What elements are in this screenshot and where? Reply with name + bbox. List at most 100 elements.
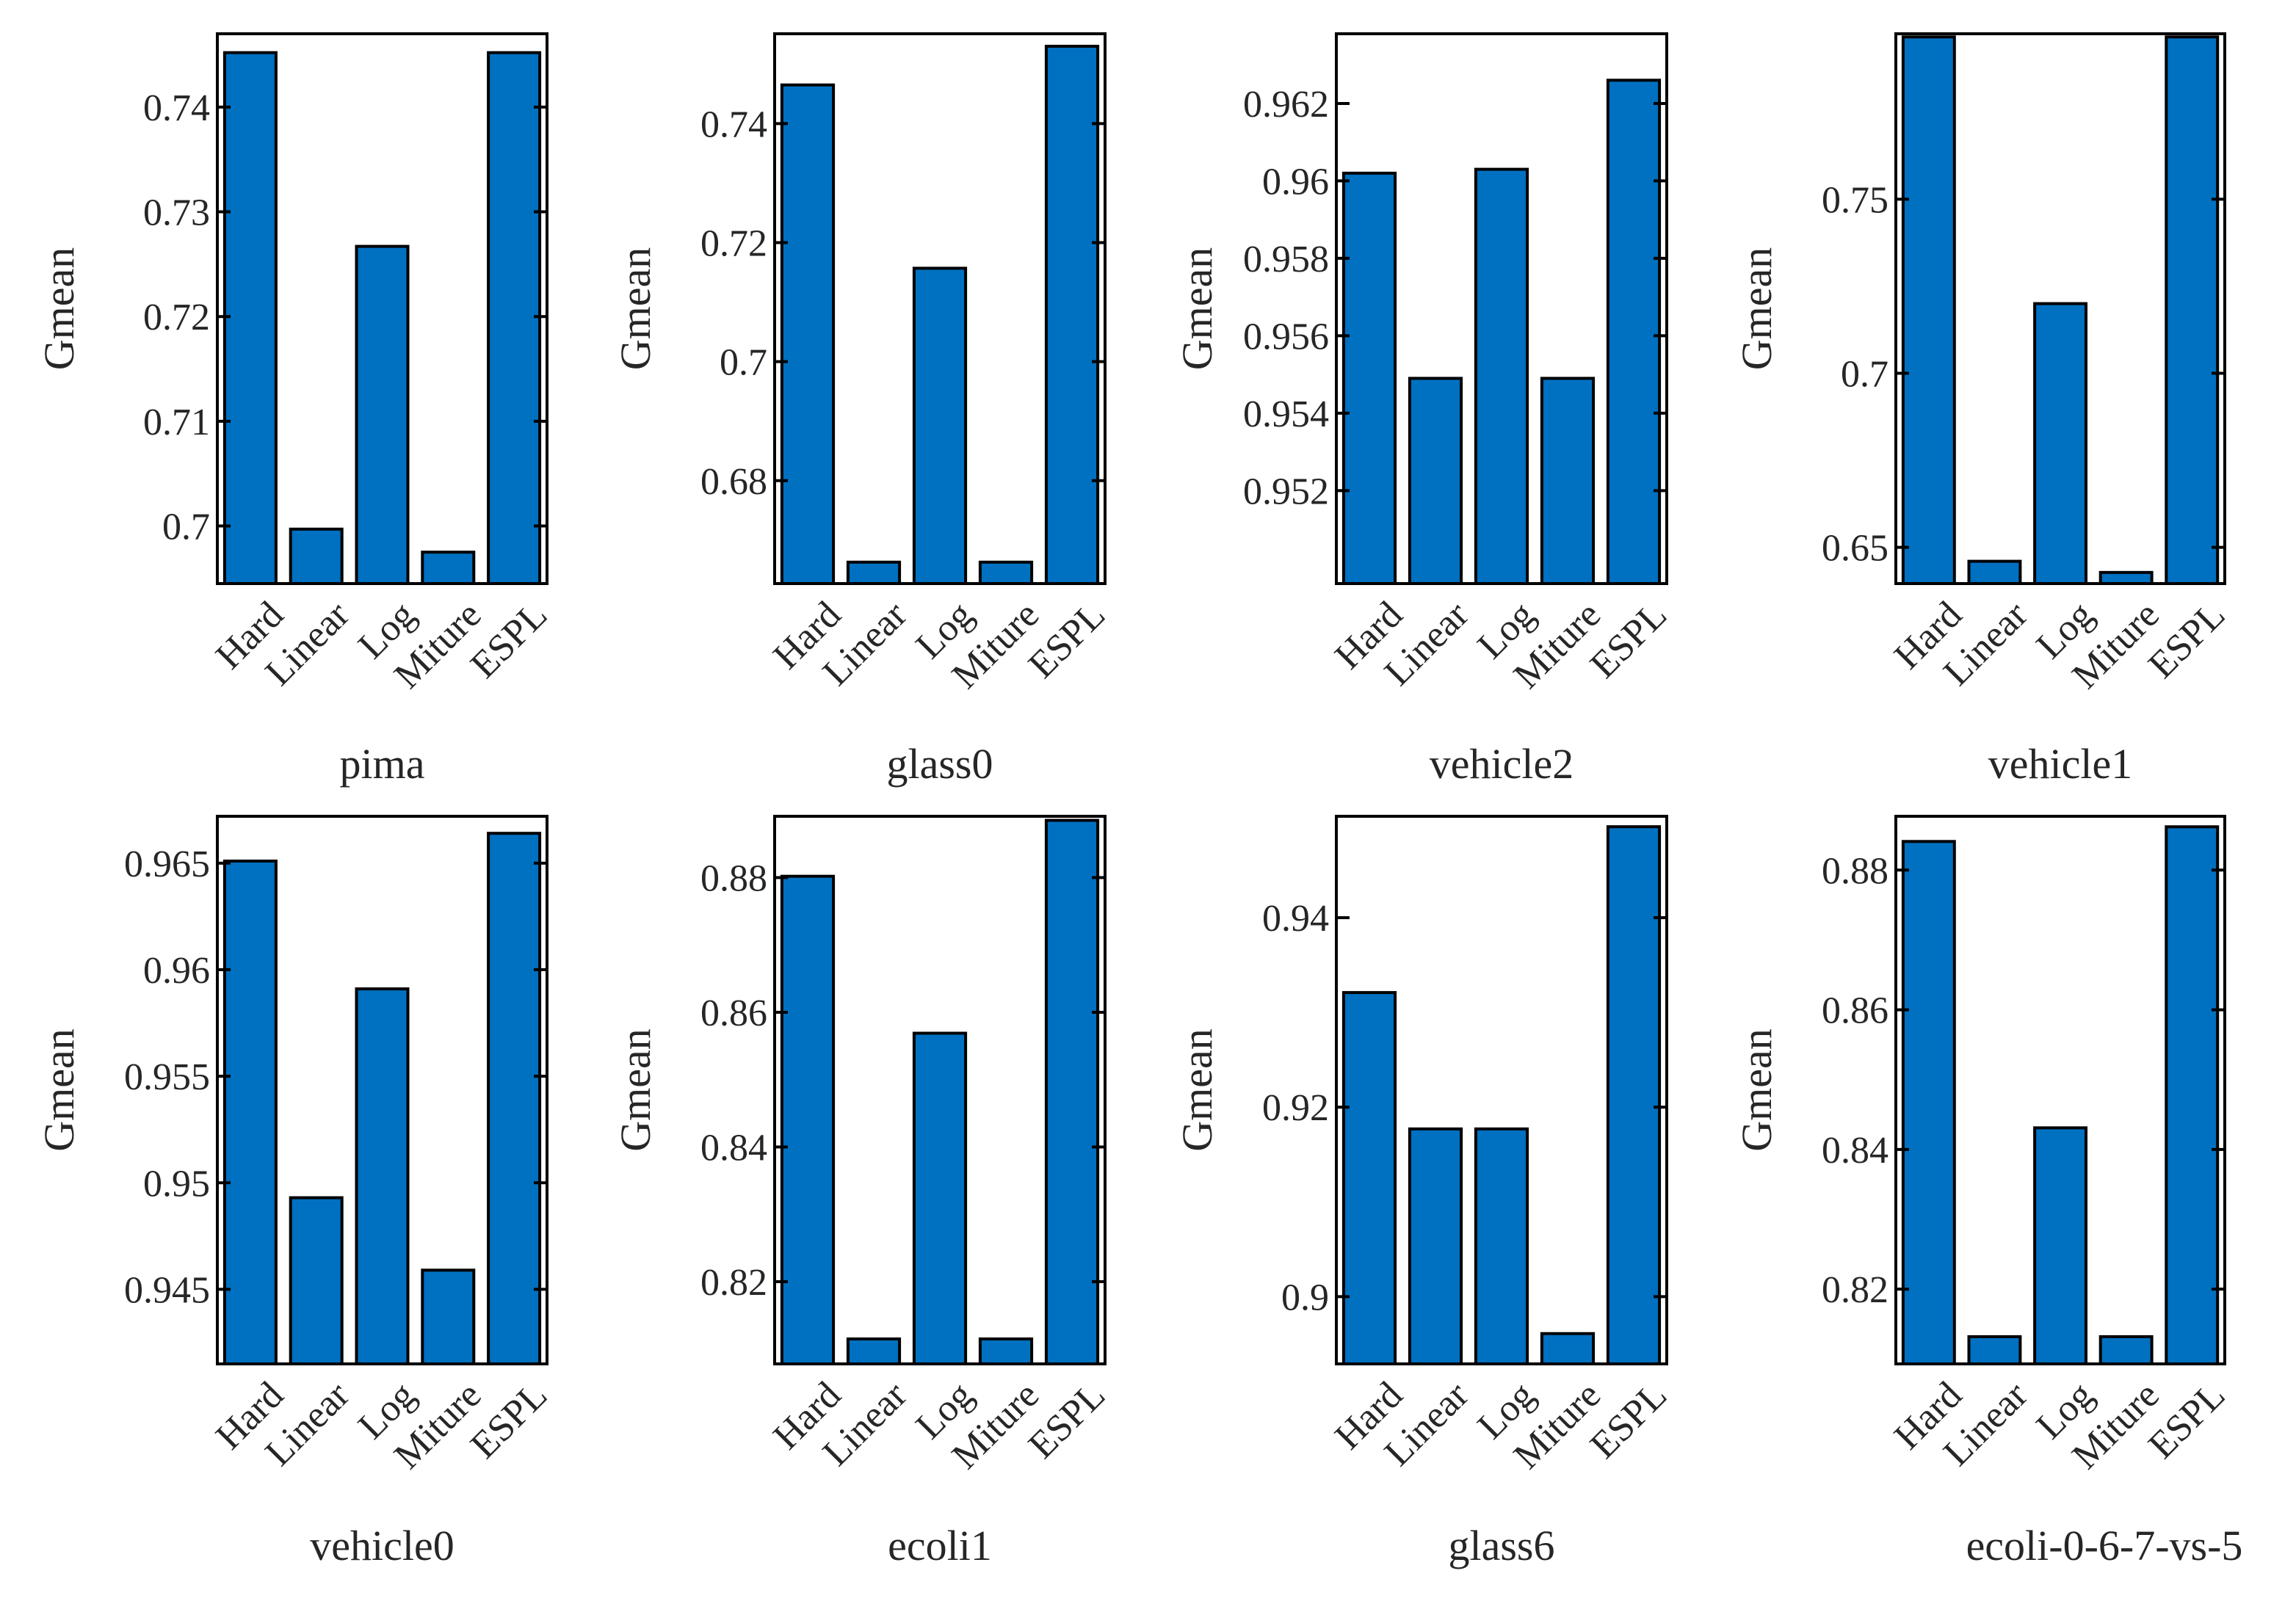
chart-6-axes (1335, 815, 1668, 1365)
chart-6: 0.90.920.94HardLinearLogMitureESPLGmeang… (1173, 815, 1675, 1569)
chart-3-bar-log (2033, 302, 2088, 585)
chart-5-bar-log (912, 1031, 968, 1365)
chart-6-ytick-label: 0.94 (1262, 898, 1329, 940)
chart-0-category-label: ESPL (463, 594, 555, 686)
chart-0-bar-log (355, 244, 410, 585)
chart-2: 0.9520.9540.9560.9580.960.962HardLinearL… (1173, 32, 1675, 788)
chart-1-ytick-label: 0.7 (720, 342, 767, 384)
chart-6-bar-espl (1606, 825, 1662, 1365)
chart-4-bar-log (355, 987, 410, 1365)
chart-7-ytick-label: 0.86 (1822, 990, 1888, 1032)
chart-6-ytick-label: 0.9 (1281, 1277, 1329, 1318)
chart-2-axes (1335, 32, 1668, 585)
chart-7-ytick-label: 0.84 (1822, 1130, 1888, 1172)
chart-1-ytick-label: 0.74 (700, 104, 767, 145)
chart-3-bar-hard (1901, 35, 1956, 586)
chart-3-bar-miture (2098, 570, 2154, 585)
chart-4-ytick-label: 0.96 (143, 950, 210, 992)
chart-0-bar-espl (487, 51, 542, 585)
chart-5-axes (773, 815, 1107, 1365)
chart-2-category-label: ESPL (1582, 594, 1675, 686)
chart-3-axes (1894, 32, 2226, 585)
chart-5-ytick-label: 0.84 (700, 1128, 767, 1169)
chart-5-bar-miture (978, 1337, 1034, 1365)
chart-1-dataset-name: glass0 (887, 740, 993, 788)
chart-4-category-label: ESPL (463, 1374, 555, 1467)
chart-4-ytick-label: 0.945 (124, 1269, 210, 1311)
chart-5-ytick-label: 0.88 (700, 858, 767, 900)
chart-0-bar-miture (421, 551, 476, 586)
chart-7-ytick-label: 0.88 (1822, 850, 1888, 892)
chart-5-ytick-label: 0.82 (700, 1262, 767, 1304)
chart-4-ylabel: Gmean (35, 1028, 83, 1152)
chart-3: 0.650.70.75HardLinearLogMitureESPLGmeanv… (1733, 32, 2233, 788)
chart-6-bar-miture (1540, 1332, 1596, 1365)
chart-3-ytick-label: 0.75 (1822, 179, 1888, 221)
chart-2-bar-espl (1606, 79, 1662, 586)
chart-0-bar-hard (222, 51, 278, 585)
chart-1-axes (773, 32, 1107, 585)
chart-2-ytick-label: 0.952 (1243, 471, 1329, 512)
chart-7-bar-linear (1967, 1335, 2022, 1366)
chart-6-bar-hard (1341, 991, 1397, 1365)
chart-5-ytick-label: 0.86 (700, 992, 767, 1034)
chart-0: 0.70.710.720.730.74HardLinearLogMitureES… (35, 32, 555, 788)
chart-1-bar-log (912, 266, 968, 585)
chart-2-ytick-label: 0.96 (1262, 161, 1329, 203)
chart-3-dataset-name: vehicle1 (1988, 740, 2132, 788)
chart-0-ylabel: Gmean (35, 247, 83, 371)
chart-7-bar-espl (2165, 825, 2220, 1366)
chart-4: 0.9450.950.9550.960.965HardLinearLogMitu… (35, 815, 555, 1569)
chart-0-ytick-label: 0.71 (143, 402, 210, 443)
chart-0-bar-linear (289, 527, 344, 585)
chart-0-ytick-label: 0.7 (162, 507, 210, 548)
chart-7-bar-miture (2098, 1335, 2154, 1366)
chart-4-ytick-label: 0.965 (124, 843, 210, 885)
chart-7-bar-hard (1901, 840, 1956, 1366)
chart-1-ytick-label: 0.68 (700, 461, 767, 503)
chart-5-bar-linear (846, 1337, 902, 1365)
chart-1-bar-espl (1044, 45, 1100, 585)
chart-4-bar-hard (222, 860, 278, 1365)
chart-1-bar-hard (780, 83, 836, 585)
chart-7-ytick-label: 0.82 (1822, 1269, 1888, 1311)
chart-1: 0.680.70.720.74HardLinearLogMitureESPLGm… (612, 32, 1113, 788)
chart-4-axes (216, 815, 548, 1365)
chart-1-bar-linear (846, 560, 902, 585)
chart-7-dataset-name: ecoli-0-6-7-vs-5 (1966, 1522, 2243, 1569)
chart-5-dataset-name: ecoli1 (888, 1522, 992, 1569)
chart-6-ylabel: Gmean (1173, 1028, 1221, 1152)
chart-1-ylabel: Gmean (612, 247, 659, 371)
chart-2-ylabel: Gmean (1173, 247, 1221, 371)
chart-1-ytick-label: 0.72 (700, 223, 767, 265)
chart-6-dataset-name: glass6 (1449, 1522, 1555, 1569)
chart-6-ytick-label: 0.92 (1262, 1087, 1329, 1129)
chart-3-bar-linear (1967, 559, 2022, 585)
chart-1-bar-miture (978, 560, 1034, 585)
chart-2-bar-linear (1408, 377, 1463, 586)
chart-4-bar-espl (487, 832, 542, 1365)
chart-7-axes (1894, 815, 2226, 1365)
chart-2-ytick-label: 0.958 (1243, 239, 1329, 280)
chart-5-ylabel: Gmean (612, 1028, 659, 1152)
chart-3-ytick-label: 0.65 (1822, 528, 1888, 570)
chart-1-category-label: ESPL (1021, 594, 1113, 686)
chart-0-ytick-label: 0.74 (143, 87, 210, 129)
chart-4-bar-linear (289, 1196, 344, 1365)
chart-0-axes (216, 32, 548, 585)
chart-5-category-label: ESPL (1021, 1374, 1113, 1467)
chart-5-bar-espl (1044, 818, 1100, 1365)
chart-7: 0.820.840.860.88HardLinearLogMitureESPLG… (1733, 815, 2243, 1569)
chart-7-ylabel: Gmean (1733, 1028, 1781, 1152)
chart-0-ytick-label: 0.72 (143, 297, 210, 338)
chart-4-bar-miture (421, 1268, 476, 1366)
chart-2-ytick-label: 0.962 (1243, 84, 1329, 126)
chart-0-dataset-name: pima (340, 740, 425, 788)
chart-7-bar-log (2033, 1126, 2088, 1366)
chart-2-ytick-label: 0.956 (1243, 316, 1329, 357)
chart-5: 0.820.840.860.88HardLinearLogMitureESPLG… (612, 815, 1113, 1569)
chart-6-bar-log (1474, 1127, 1529, 1366)
chart-0-ytick-label: 0.73 (143, 192, 210, 234)
chart-3-category-label: ESPL (2140, 594, 2233, 686)
chart-3-ylabel: Gmean (1733, 247, 1781, 371)
